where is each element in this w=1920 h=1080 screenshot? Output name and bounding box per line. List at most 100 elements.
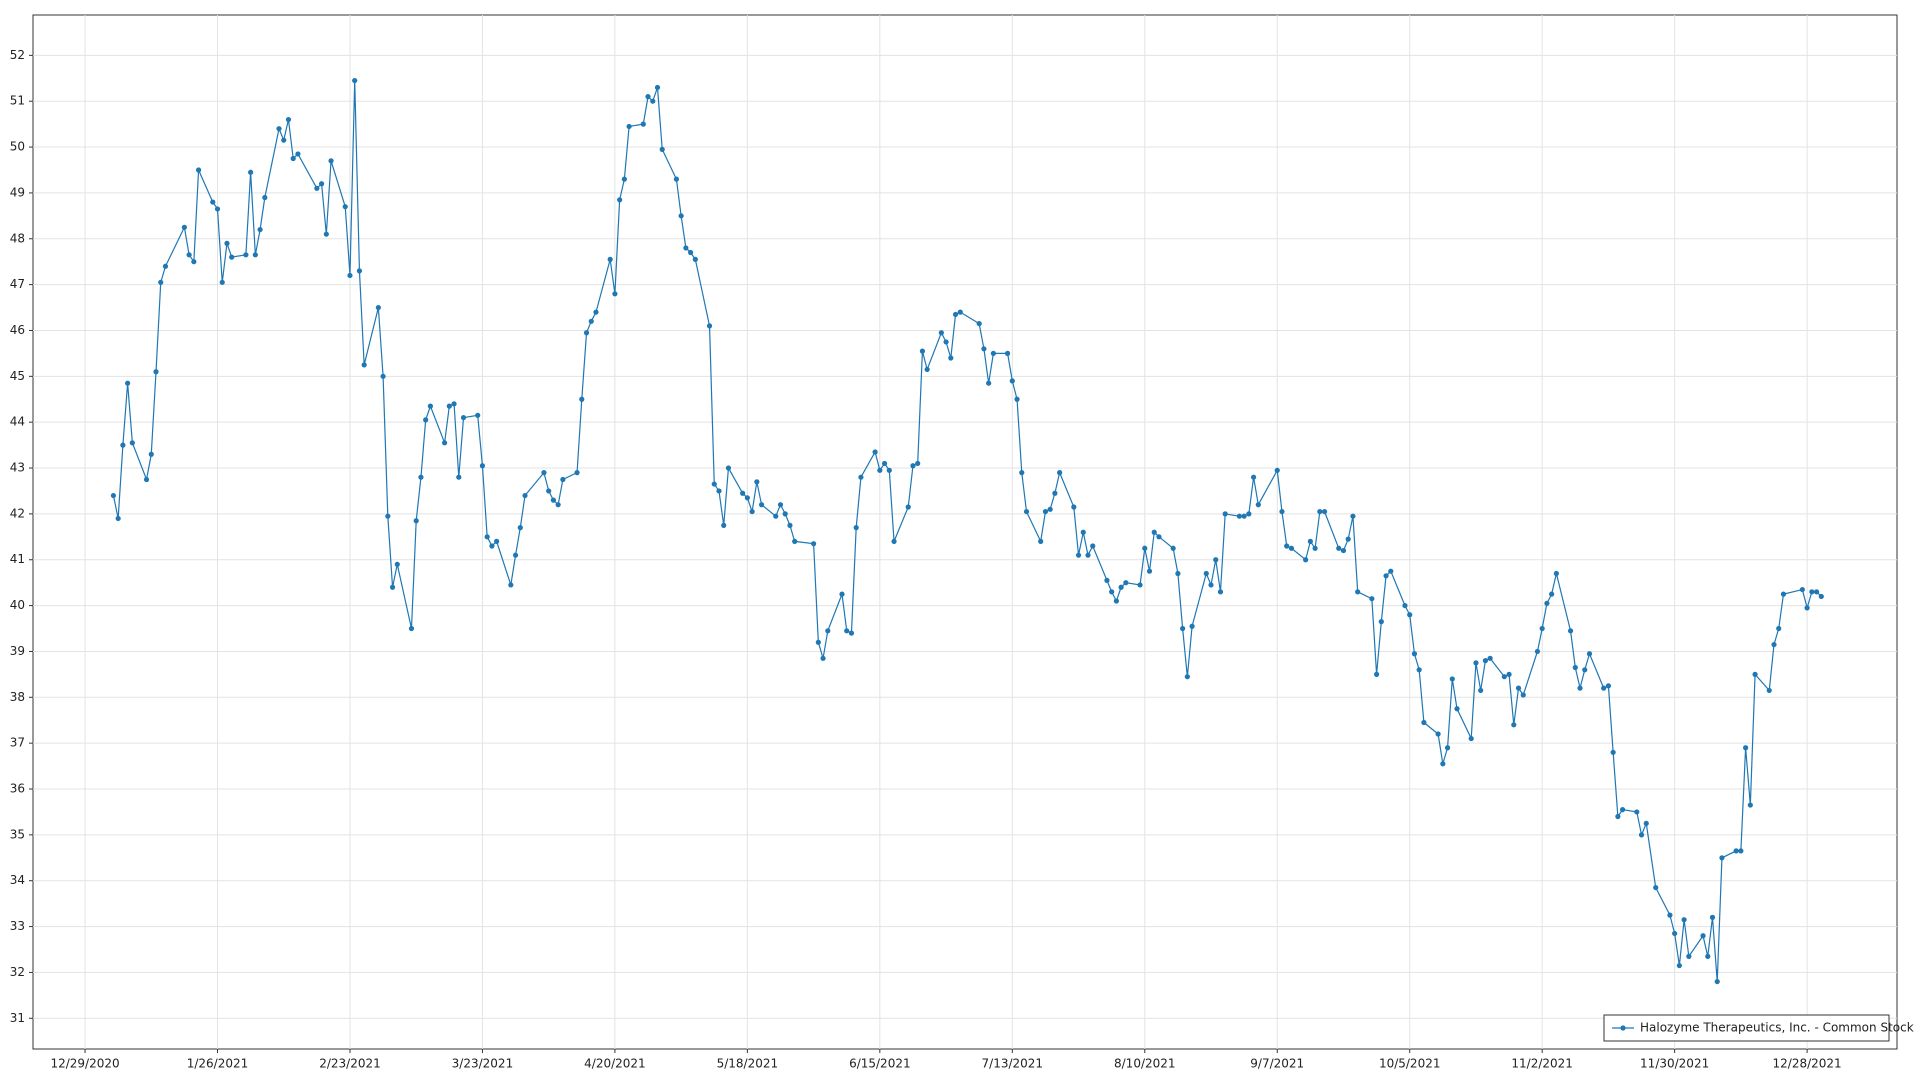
point: [1142, 545, 1148, 551]
point: [1369, 596, 1375, 602]
point: [120, 442, 126, 448]
point: [844, 628, 850, 634]
point: [375, 304, 381, 311]
point: [905, 504, 911, 510]
point: [1705, 953, 1711, 959]
x-tick-label: 11/30/2021: [1640, 1057, 1709, 1071]
point: [1340, 547, 1347, 554]
point: [683, 245, 689, 251]
point: [342, 204, 348, 210]
point: [1085, 552, 1091, 558]
point: [1501, 674, 1507, 680]
point: [1402, 602, 1408, 609]
point: [1090, 543, 1096, 549]
point: [626, 123, 632, 130]
point: [1109, 589, 1115, 595]
point: [181, 224, 187, 230]
point: [475, 412, 481, 418]
x-tick-label: 11/2/2021: [1511, 1057, 1573, 1071]
point: [489, 543, 495, 549]
point: [1279, 508, 1285, 515]
point: [162, 263, 169, 269]
point: [295, 151, 301, 157]
point: [1307, 538, 1313, 545]
line: [112, 80, 1822, 982]
point: [441, 440, 448, 446]
point: [811, 541, 817, 547]
point: [815, 639, 821, 645]
point: [825, 628, 831, 634]
point: [248, 169, 254, 175]
point: [541, 470, 547, 476]
point: [262, 194, 268, 201]
point: [394, 561, 400, 567]
point: [749, 508, 755, 515]
point: [1170, 545, 1176, 551]
x-tick-label: 10/5/2021: [1379, 1057, 1441, 1071]
point: [1284, 543, 1290, 549]
point: [1766, 687, 1772, 694]
point: [1303, 557, 1309, 563]
point: [560, 476, 566, 483]
point: [1553, 570, 1559, 577]
point: [1345, 536, 1351, 542]
point: [820, 655, 826, 661]
point: [777, 502, 784, 508]
point: [1468, 735, 1474, 742]
point: [1567, 628, 1574, 634]
point: [886, 467, 892, 473]
point: [1709, 914, 1716, 921]
point: [1605, 683, 1612, 689]
point: [1634, 809, 1640, 815]
point: [110, 492, 117, 499]
point: [1454, 706, 1460, 712]
point: [290, 155, 296, 162]
point: [1407, 612, 1413, 618]
point: [423, 417, 429, 423]
legend-marker: [1620, 1025, 1626, 1031]
point: [1435, 731, 1441, 737]
point: [1743, 745, 1749, 751]
point: [1444, 745, 1451, 751]
x-tick-label: 12/28/2021: [1773, 1057, 1842, 1071]
point: [1023, 508, 1030, 515]
point: [385, 513, 391, 519]
point: [1747, 802, 1753, 808]
point: [1638, 832, 1645, 838]
point: [1544, 600, 1550, 606]
point: [640, 121, 646, 127]
point: [1577, 685, 1583, 691]
y-tick-label: 42: [10, 506, 25, 520]
legend: Halozyme Therapeutics, Inc. - Common Sto…: [1603, 1014, 1914, 1042]
point: [285, 116, 292, 123]
point: [158, 279, 164, 285]
point: [125, 380, 131, 386]
point: [1208, 582, 1214, 588]
point: [1515, 685, 1522, 691]
point: [1586, 651, 1593, 657]
point: [583, 330, 590, 336]
point: [224, 240, 230, 246]
point: [1151, 529, 1157, 535]
point: [938, 330, 944, 336]
point: [1506, 671, 1512, 677]
point: [1534, 648, 1541, 655]
y-tick-label: 36: [10, 782, 25, 796]
point: [195, 167, 202, 173]
point: [1681, 917, 1687, 923]
point: [1175, 570, 1181, 577]
point: [1080, 529, 1086, 535]
point: [754, 479, 760, 485]
point: [593, 309, 599, 315]
point: [1582, 667, 1588, 673]
point: [460, 414, 467, 421]
point: [1780, 591, 1787, 597]
point: [1118, 584, 1124, 590]
point: [1180, 625, 1186, 632]
point: [915, 460, 921, 467]
point: [1733, 848, 1739, 854]
legend-box: [1603, 1014, 1890, 1042]
point: [1615, 813, 1621, 820]
x-tick-label: 9/7/2021: [1250, 1057, 1304, 1071]
point: [792, 538, 798, 545]
